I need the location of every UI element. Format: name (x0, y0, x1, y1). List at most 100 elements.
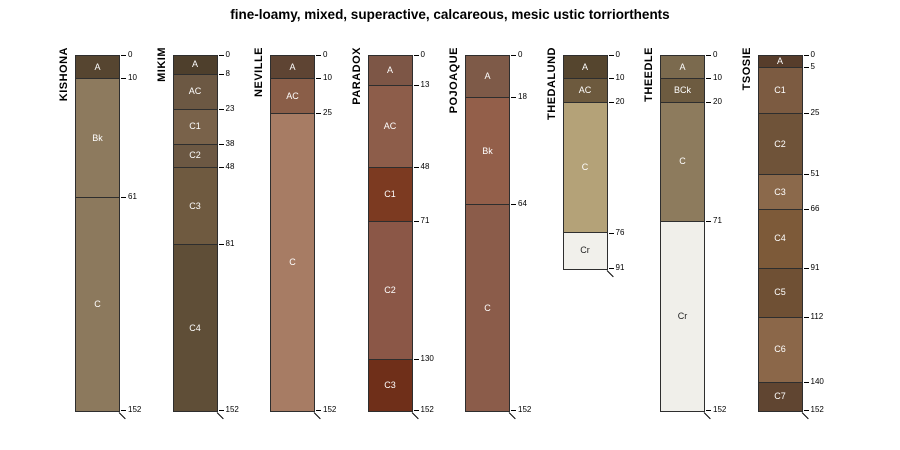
depth-tick-label: 91 (615, 262, 625, 272)
depth-tick-label: 48 (225, 162, 235, 172)
profile-column: A AC C Cr (562, 55, 608, 270)
depth-tick (316, 113, 321, 115)
profile-column: A Bk C (75, 55, 120, 412)
depth-tick-label: 23 (225, 103, 235, 113)
horizon-label: C1 (774, 85, 786, 96)
depth-tick-label: 10 (713, 73, 722, 83)
profile-name-label: KISHONA (58, 47, 70, 102)
horizon-label: C2 (384, 284, 396, 295)
depth-tick (803, 316, 809, 318)
depth-tick (218, 167, 224, 169)
horizon-label: A (289, 61, 296, 72)
profile-column: A AC C1 C2 C3 (367, 55, 413, 412)
horizon-a: A (271, 56, 314, 80)
profile-bottom-arrow-icon (411, 412, 419, 420)
horizon-ac: AC (173, 74, 217, 110)
horizon-bck: BCk (661, 79, 704, 103)
depth-tick (413, 85, 419, 87)
depth-tick (803, 267, 809, 269)
depth-tick (413, 410, 419, 411)
horizon-c1: C1 (368, 168, 412, 222)
depth-tick (121, 410, 126, 411)
depth-tick-label: 76 (615, 227, 625, 237)
depth-tick (706, 101, 711, 103)
horizon-label: A (191, 59, 198, 70)
horizon-c3: C3 (368, 359, 412, 411)
depth-tick-label: 10 (128, 73, 137, 83)
depth-tick-label: 10 (323, 73, 332, 83)
profile-name-label: TSOSIE (740, 47, 753, 91)
depth-tick (706, 410, 711, 411)
horizon-c4: C4 (758, 210, 802, 269)
profile-bottom-arrow-icon (703, 412, 711, 420)
soil-profile: PARADOX A AC C1 C2 C3 0 13 48 71 130 152 (351, 47, 434, 420)
profile-name-label: POJOAQUE (448, 47, 460, 114)
depth-tick-label: 0 (420, 50, 425, 59)
horizon-ac: AC (563, 79, 607, 103)
depth-tick (316, 410, 321, 411)
horizon-ac: AC (271, 79, 314, 115)
horizon-label: C3 (384, 379, 396, 390)
depth-tick (608, 267, 614, 269)
horizon-a: A (173, 56, 217, 75)
profile-column: A Bk C (465, 55, 510, 412)
depth-tick (803, 55, 809, 56)
soil-profile: MIKIM A AC C1 C2 C3 C4 0 8 23 38 48 81 152 (156, 47, 239, 420)
horizon-a: A (758, 55, 802, 68)
depth-tick (803, 66, 809, 68)
profile-bottom-arrow-icon (801, 412, 809, 420)
horizon-label: A (386, 65, 393, 76)
horizon-label: C (679, 156, 686, 167)
depth-tick-label: 0 (323, 50, 328, 59)
horizon-label: A (94, 61, 101, 72)
profile-name-label: THEDALUND (545, 47, 558, 120)
profile-bottom-arrow-icon (313, 412, 321, 420)
depth-tick (511, 97, 516, 99)
profile-name-label: MIKIM (155, 47, 168, 82)
depth-tick (803, 174, 809, 176)
depth-tick (316, 55, 321, 56)
horizon-c1: C1 (758, 67, 802, 115)
depth-tick-label: 152 (323, 405, 337, 414)
depth-tick (413, 167, 419, 169)
depth-tick-label: 152 (713, 405, 727, 414)
depth-tick-label: 66 (810, 204, 820, 214)
horizon-label: Cr (677, 310, 688, 321)
depth-tick-label: 81 (225, 239, 235, 249)
profile-name-label: THEEDLE (643, 47, 655, 102)
horizon-ac: AC (368, 86, 412, 169)
horizon-label: A (776, 55, 783, 66)
depth-tick (413, 55, 419, 56)
depth-tick (413, 358, 419, 360)
depth-tick (218, 244, 224, 246)
horizon-label: C4 (189, 322, 201, 333)
depth-tick-label: 152 (810, 405, 824, 414)
profile-bottom-arrow-icon (606, 269, 614, 277)
depth-tick-label: 71 (713, 215, 722, 225)
horizon-label: C2 (189, 150, 201, 161)
horizon-label: C5 (774, 287, 786, 298)
depth-tick-label: 71 (420, 215, 430, 225)
depth-tick (706, 55, 711, 56)
soil-profile: KISHONA A Bk C 0 10 61 152 (58, 47, 141, 420)
horizon-a: A (76, 56, 119, 80)
horizon-c5: C5 (758, 268, 802, 318)
profile-bottom-arrow-icon (118, 412, 126, 420)
horizon-c3: C3 (758, 175, 802, 211)
horizon-c: C (661, 102, 704, 222)
depth-tick-label: 18 (518, 92, 527, 102)
profile-name-label: NEVILLE (253, 47, 265, 97)
horizon-label: C4 (774, 233, 786, 244)
horizon-c2: C2 (758, 114, 802, 176)
horizon-c6: C6 (758, 317, 802, 383)
depth-tick-label: 0 (713, 50, 718, 59)
horizon-label: C1 (384, 188, 396, 199)
depth-tick (706, 78, 711, 80)
depth-tick-label: 0 (518, 50, 523, 59)
depth-tick-label: 140 (810, 376, 824, 386)
horizon-label: C2 (774, 138, 786, 149)
depth-tick (803, 113, 809, 115)
horizon-c2: C2 (173, 144, 217, 169)
horizon-label: C (94, 299, 101, 310)
